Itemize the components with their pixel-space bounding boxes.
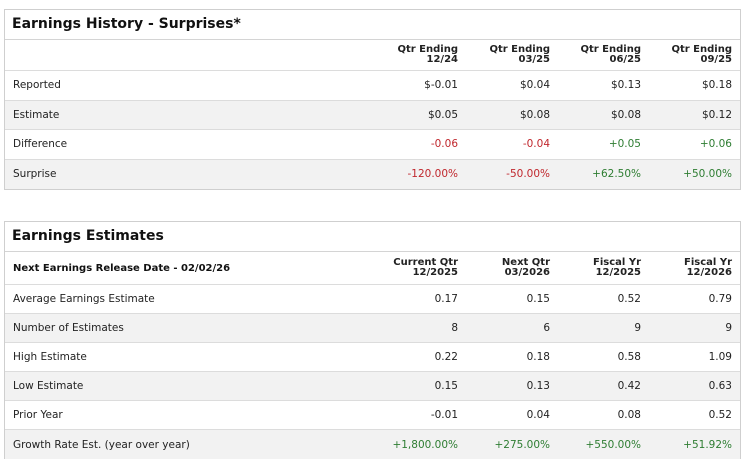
column-header: Current Qtr 12/2025: [393, 257, 458, 278]
table-cell: 0.52: [708, 409, 732, 421]
table-cell: $0.08: [610, 108, 641, 121]
earnings-estimates-title: Earnings Estimates: [5, 222, 740, 252]
next-release-date-label: Next Earnings Release Date - 02/02/26: [13, 262, 231, 274]
earnings-history-title: Earnings History - Surprises*: [5, 10, 740, 40]
table-row-high-estimate: High Estimate 0.22 0.18 0.58 1.09: [5, 343, 740, 372]
table-cell: 0.17: [434, 293, 458, 305]
column-header: Qtr Ending 06/25: [580, 44, 641, 65]
table-cell: 9: [725, 322, 732, 334]
table-row-number-of-estimates: Number of Estimates 8 6 9 9: [5, 314, 740, 343]
row-label: Low Estimate: [13, 380, 84, 392]
earnings-estimates-header-row: Next Earnings Release Date - 02/02/26 Cu…: [5, 252, 740, 285]
table-cell: 0.15: [434, 380, 458, 392]
table-row-reported: Reported $-0.01 $0.04 $0.13 $0.18: [5, 71, 740, 101]
earnings-history-header-row: Qtr Ending 12/24 Qtr Ending 03/25 Qtr Endi…: [5, 40, 740, 71]
table-row-difference: Difference -0.06 -0.04 +0.05 +0.06: [5, 130, 740, 160]
earnings-estimates-table: Next Earnings Release Date - 02/02/26 Cu…: [5, 252, 740, 459]
table-cell: +275.00%: [494, 438, 550, 451]
table-cell: 1.09: [708, 351, 732, 363]
row-label: Number of Estimates: [13, 322, 124, 334]
table-cell: $0.05: [427, 108, 458, 121]
table-row-surprise: Surprise -120.00% -50.00% +62.50% +50.00…: [5, 159, 740, 189]
table-cell: -0.04: [522, 138, 550, 151]
table-cell: 0.08: [617, 409, 641, 421]
row-label: Reported: [13, 79, 61, 92]
table-cell: 0.04: [526, 409, 550, 421]
table-cell: 0.22: [434, 351, 458, 363]
table-cell: $0.12: [701, 108, 732, 121]
table-cell: 0.13: [526, 380, 550, 392]
column-header: Qtr Ending 03/25: [489, 44, 550, 65]
table-cell: $0.18: [701, 79, 732, 92]
table-cell: +0.06: [699, 138, 732, 151]
table-cell: 0.15: [526, 293, 550, 305]
table-row-prior-year: Prior Year -0.01 0.04 0.08 0.52: [5, 401, 740, 430]
table-row-low-estimate: Low Estimate 0.15 0.13 0.42 0.63: [5, 372, 740, 401]
table-cell: 8: [451, 322, 458, 334]
table-cell: +62.50%: [592, 168, 641, 181]
table-row-average-estimate: Average Earnings Estimate 0.17 0.15 0.52…: [5, 285, 740, 314]
earnings-history-panel: Earnings History - Surprises* Qtr Ending…: [4, 9, 741, 190]
table-row-estimate: Estimate $0.05 $0.08 $0.08 $0.12: [5, 100, 740, 130]
table-cell: +550.00%: [585, 438, 641, 451]
table-cell: 0.79: [708, 293, 732, 305]
table-cell: +0.05: [608, 138, 641, 151]
table-row-growth-rate: Growth Rate Est. (year over year) +1,800…: [5, 430, 740, 459]
earnings-estimates-panel: Earnings Estimates Next Earnings Release…: [4, 221, 741, 459]
table-cell: $0.04: [519, 79, 550, 92]
table-cell: +50.00%: [683, 168, 732, 181]
column-header: Next Qtr 03/2026: [501, 257, 550, 278]
table-cell: -0.06: [430, 138, 458, 151]
table-cell: 0.42: [617, 380, 641, 392]
column-header: Fiscal Yr 12/2025: [593, 257, 641, 278]
table-cell: 9: [634, 322, 641, 334]
table-cell: $0.08: [519, 108, 550, 121]
table-cell: 0.63: [708, 380, 732, 392]
row-label: Difference: [13, 138, 68, 151]
row-label: Prior Year: [13, 409, 63, 421]
row-label: Estimate: [13, 108, 60, 121]
earnings-history-table: Qtr Ending 12/24 Qtr Ending 03/25 Qtr Endi…: [5, 40, 740, 189]
table-cell: $0.13: [610, 79, 641, 92]
table-cell: +1,800.00%: [392, 438, 458, 451]
table-cell: 6: [543, 322, 550, 334]
column-header: Qtr Ending 12/24: [397, 44, 458, 65]
table-cell: 0.52: [617, 293, 641, 305]
table-cell: -50.00%: [506, 168, 550, 181]
table-cell: 0.18: [526, 351, 550, 363]
column-header: Qtr Ending 09/25: [671, 44, 732, 65]
table-cell: -0.01: [430, 409, 458, 421]
table-cell: -120.00%: [407, 168, 458, 181]
table-cell: $-0.01: [424, 79, 458, 92]
row-label: Growth Rate Est. (year over year): [13, 438, 190, 451]
row-label: Surprise: [13, 168, 57, 181]
column-header: Fiscal Yr 12/2026: [684, 257, 732, 278]
table-cell: +51.92%: [683, 438, 732, 451]
table-cell: 0.58: [617, 351, 641, 363]
row-label: High Estimate: [13, 351, 87, 363]
row-label: Average Earnings Estimate: [13, 293, 155, 305]
